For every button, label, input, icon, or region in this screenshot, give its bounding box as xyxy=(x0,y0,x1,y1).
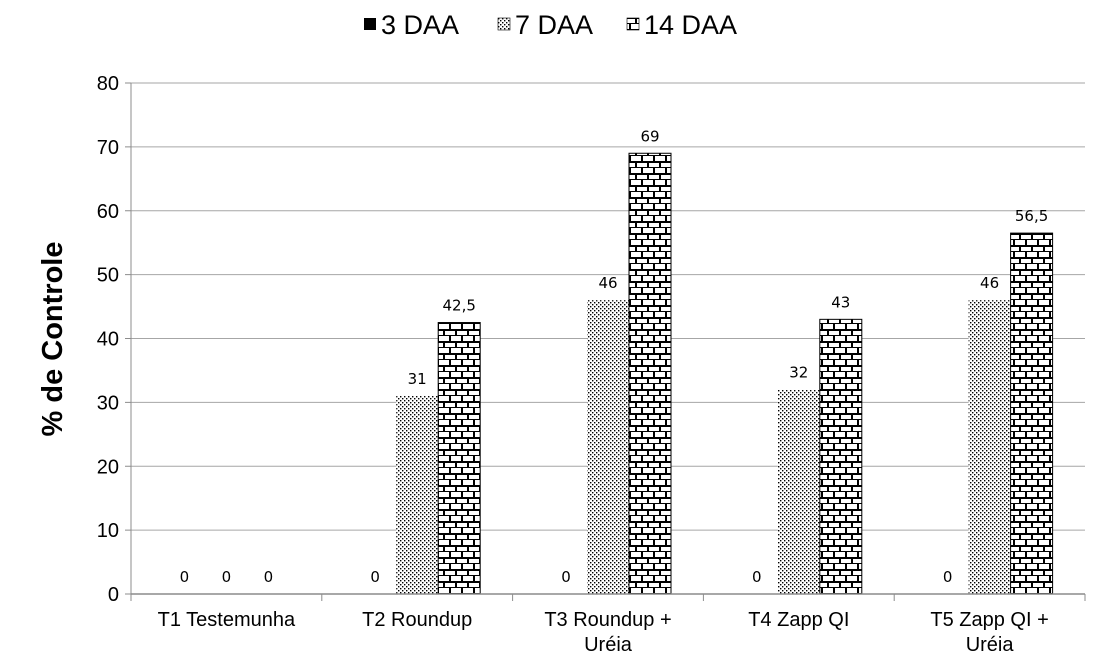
data-label: 56,5 xyxy=(1015,207,1048,225)
data-label: 42,5 xyxy=(442,297,475,315)
category-label: T4 Zapp QI xyxy=(748,609,849,631)
data-label: 0 xyxy=(943,568,953,586)
data-label: 32 xyxy=(789,364,808,382)
y-tick-label: 60 xyxy=(97,201,119,223)
y-tick-label: 80 xyxy=(97,73,119,95)
data-label: 43 xyxy=(831,293,850,311)
category-labels: T1 Testemunha T2 Roundup T3 Roundup + Uréia… xyxy=(158,609,1049,656)
y-tick-label: 50 xyxy=(97,265,119,287)
bar xyxy=(1010,232,1054,595)
data-label: 0 xyxy=(752,568,762,586)
y-tick-label: 10 xyxy=(97,520,119,542)
legend-swatch xyxy=(626,17,640,31)
data-label: 0 xyxy=(264,568,274,586)
legend-swatch xyxy=(497,17,511,31)
bar xyxy=(437,322,481,595)
y-tick-label: 20 xyxy=(97,456,119,478)
bar xyxy=(777,389,820,594)
legend-label: 7 DAA xyxy=(515,10,593,40)
data-label: 46 xyxy=(598,274,617,292)
category-label: T2 Roundup xyxy=(362,609,472,631)
category-label: Uréia xyxy=(584,634,633,656)
data-label: 0 xyxy=(370,568,380,586)
category-label: T5 Zapp QI + xyxy=(930,609,1048,631)
legend-label: 14 DAA xyxy=(644,10,737,40)
bar xyxy=(396,395,439,594)
bar xyxy=(968,300,1011,594)
bar xyxy=(819,318,863,595)
category-label: Uréia xyxy=(966,634,1015,656)
data-label: 0 xyxy=(561,568,571,586)
data-label: 46 xyxy=(980,274,999,292)
y-tick-label: 40 xyxy=(97,329,119,351)
data-label: 31 xyxy=(408,370,427,388)
legend-label: 3 DAA xyxy=(381,10,459,40)
data-labels: 0 0 0 0 31 42,5 0 46 69 0 32 43 0 46 56,5 xyxy=(180,127,1049,586)
bar xyxy=(628,152,672,595)
y-tick-label: 30 xyxy=(97,392,119,414)
y-axis-ticks: 0 10 20 30 40 50 60 70 80 xyxy=(97,73,131,606)
legend: 3 DAA 7 DAA 14 DAA xyxy=(364,10,737,40)
y-tick-label: 0 xyxy=(108,584,119,606)
data-label: 69 xyxy=(640,127,659,145)
bars xyxy=(396,152,1054,595)
y-axis-label: % de Controle xyxy=(37,242,69,437)
axes xyxy=(130,83,1086,601)
data-label: 0 xyxy=(222,568,232,586)
category-label: T3 Roundup + xyxy=(544,609,671,631)
y-tick-label: 70 xyxy=(97,137,119,159)
data-label: 0 xyxy=(180,568,190,586)
legend-swatch xyxy=(364,18,376,30)
category-label: T1 Testemunha xyxy=(158,609,296,631)
bar xyxy=(587,300,629,594)
